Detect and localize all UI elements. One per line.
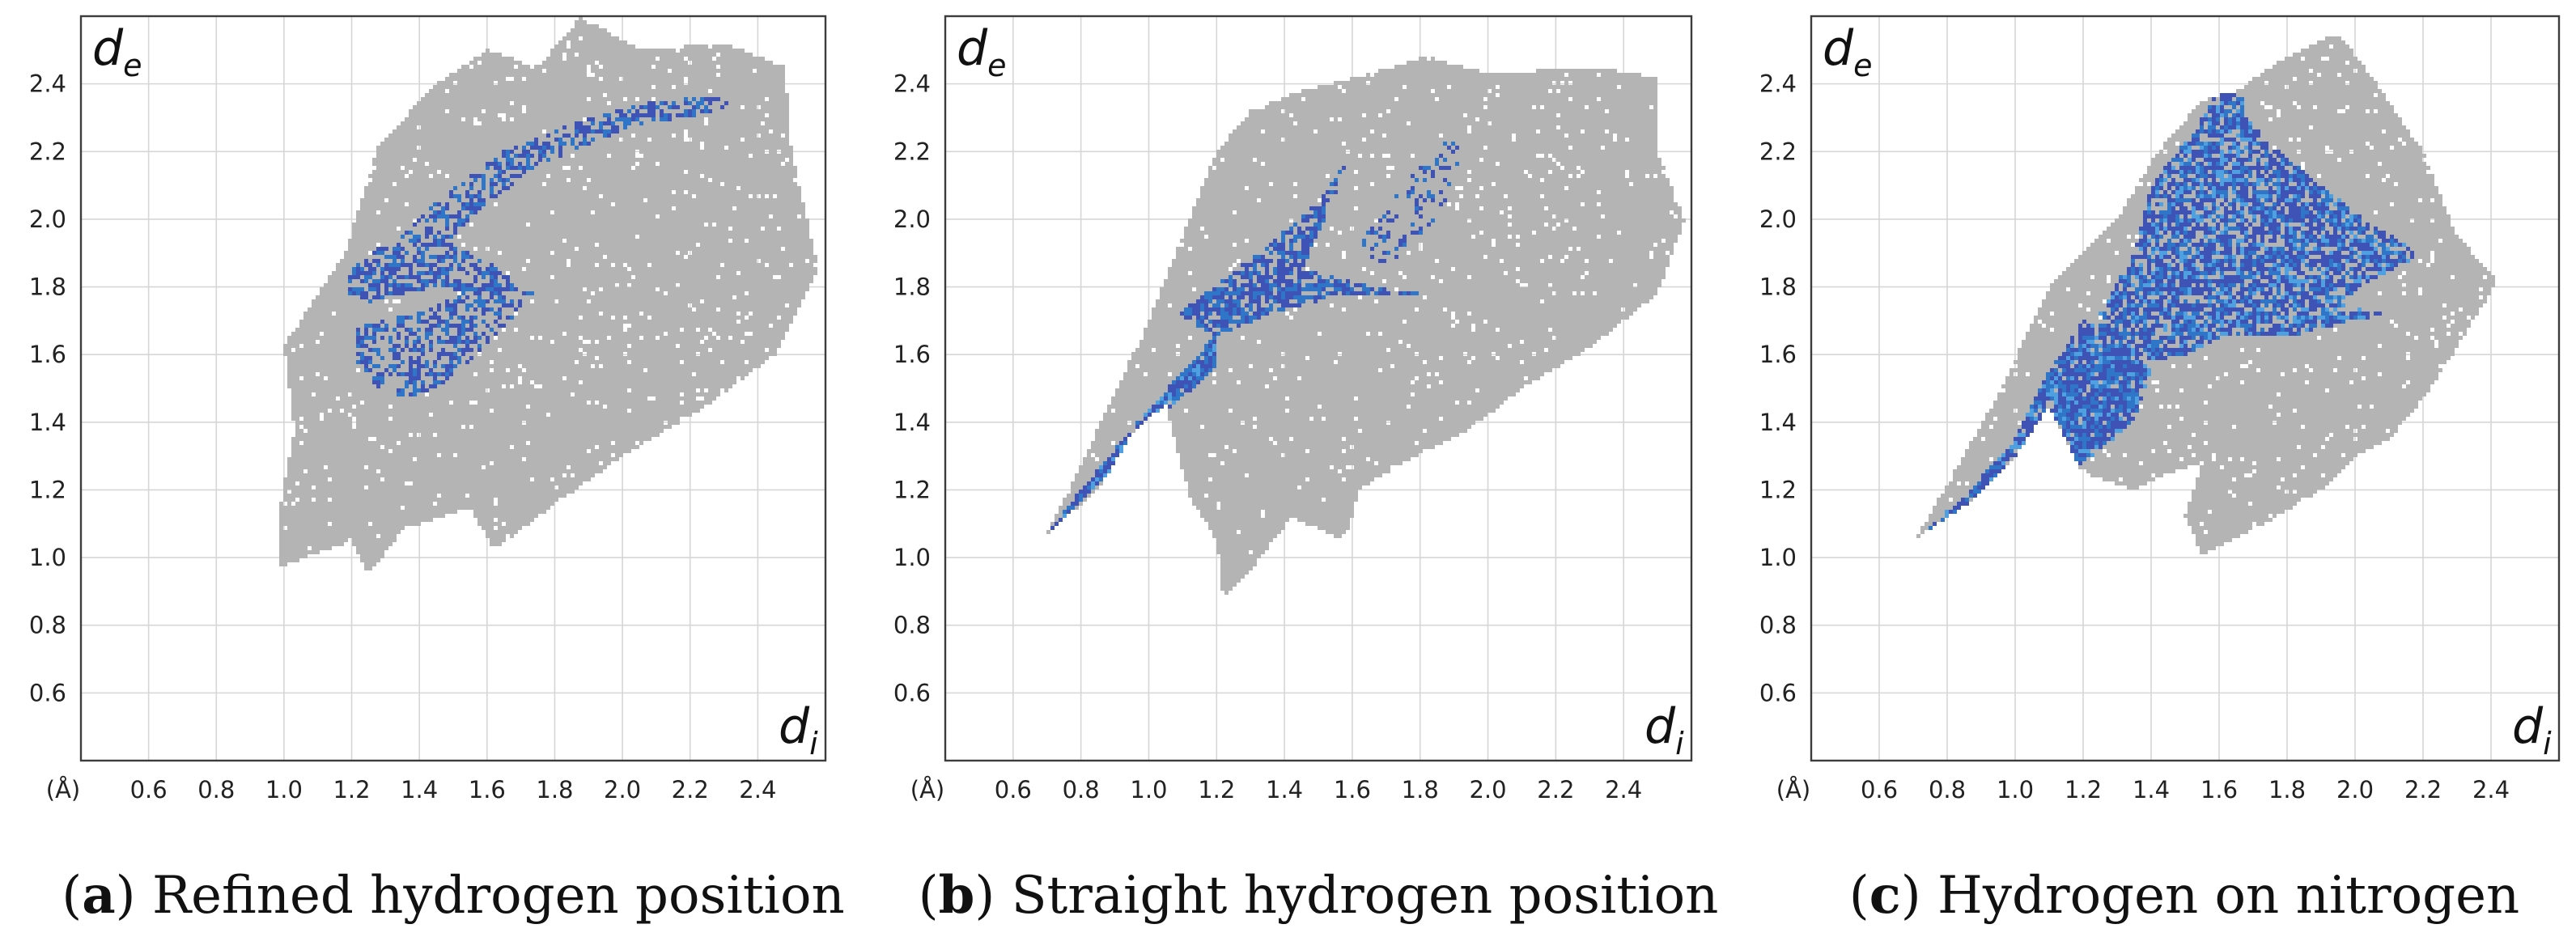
x-axis-label: di [2512,698,2552,761]
unit-label: (Å) [46,776,80,803]
y-tick-label: 1.0 [893,544,931,571]
y-tick-label: 1.2 [1759,476,1797,503]
contact-points [348,97,728,396]
surface-points [279,16,817,570]
x-tick-label: 0.6 [995,776,1032,803]
x-tick-label: 1.8 [536,776,573,803]
x-tick-label: 2.2 [672,776,709,803]
y-tick-label: 1.2 [29,476,66,503]
y-tick-label: 1.6 [29,341,66,368]
x-axis-label: di [779,698,818,761]
x-tick-label: 1.4 [401,776,438,803]
y-tick-label: 1.8 [29,273,66,301]
fingerprint-panel-c: 0.6 0.8 1.0 1.2 1.4 1.6 1.8 2.0 2.2 2.4 0.6 0.8 1.0 1… [1759,15,2561,926]
x-tick-label: 0.8 [197,776,235,803]
y-axis-label: de [1823,20,1872,83]
surface-points [1046,57,1686,595]
x-tick-label: 2.4 [1605,776,1642,803]
panel-caption: (b) Straight hydrogen position [919,865,1719,926]
y-tick-label: 2.0 [893,206,931,233]
x-tick-label: 2.0 [2336,776,2374,803]
x-tick-label: 1.4 [2133,776,2170,803]
y-tick-label: 2.4 [1759,70,1797,98]
x-tick-label: 1.6 [469,776,506,803]
x-tick-label: 2.2 [1537,776,1574,803]
y-tick-label: 1.8 [1759,273,1797,301]
y-tick-label: 1.4 [1759,409,1797,436]
y-tick-label: 2.2 [29,138,66,165]
contact-points [1933,93,2414,526]
x-tick-label: 1.2 [333,776,370,803]
fingerprint-point-cloud [1916,36,2495,554]
x-tick-label: 2.0 [1469,776,1506,803]
x-tick-label: 1.8 [2268,776,2306,803]
plot-frame [1810,15,2561,762]
fingerprint-point-cloud [279,16,817,570]
x-tick-label: 2.0 [604,776,641,803]
x-tick-label: 1.2 [1198,776,1235,803]
y-tick-label: 0.6 [893,679,931,706]
plot-frame [79,15,827,762]
fingerprint-point-cloud [1046,57,1686,595]
x-tick-label: 0.6 [1861,776,1898,803]
x-tick-label: 2.2 [2404,776,2442,803]
contact-points-dense [1929,97,2406,530]
y-tick-label: 0.8 [29,612,66,639]
x-tick-label: 1.2 [2065,776,2102,803]
y-tick-label: 2.2 [1759,138,1797,165]
x-tick-label: 1.0 [265,776,303,803]
x-tick-label: 0.8 [1063,776,1100,803]
y-axis-label: de [957,20,1006,83]
y-tick-label: 0.6 [1759,679,1797,706]
y-tick-label: 1.6 [1759,341,1797,368]
y-tick-label: 1.0 [1759,544,1797,571]
y-tick-label: 1.2 [893,476,931,503]
y-tick-label: 1.4 [893,409,931,436]
x-tick-label: 2.4 [2472,776,2510,803]
y-tick-label: 2.0 [29,206,66,233]
x-tick-label: 0.6 [130,776,168,803]
unit-label: (Å) [1776,776,1810,803]
x-tick-label: 1.0 [1997,776,2034,803]
fingerprint-panel-b: 0.6 0.8 1.0 1.2 1.4 1.6 1.8 2.0 2.2 2.4 0.6 0.8 1.0 1… [893,15,1719,926]
y-tick-label: 2.2 [893,138,931,165]
y-axis-label: de [92,20,142,83]
x-tick-label: 1.4 [1266,776,1303,803]
y-tick-label: 0.8 [1759,612,1797,639]
y-tick-label: 1.0 [29,544,66,571]
x-axis-label: di [1644,698,1684,761]
x-tick-label: 1.6 [2200,776,2238,803]
x-tick-label: 1.8 [1402,776,1439,803]
y-tick-label: 2.4 [893,70,931,98]
x-tick-label: 1.6 [1334,776,1371,803]
y-tick-label: 2.0 [1759,206,1797,233]
y-tick-label: 1.8 [893,273,931,301]
y-tick-label: 2.4 [29,70,66,98]
y-tick-label: 1.4 [29,409,66,436]
x-tick-label: 2.4 [739,776,776,803]
x-tick-label: 1.0 [1130,776,1167,803]
panel-caption: (c) Hydrogen on nitrogen [1849,865,2519,926]
contact-points-dense [348,97,708,396]
panel-caption: (a) Refined hydrogen position [62,865,845,926]
y-tick-label: 0.8 [893,612,931,639]
plot-frame [944,15,1693,762]
y-tick-label: 1.6 [893,341,931,368]
x-tick-label: 0.8 [1929,776,1966,803]
fingerprint-panel-a: 0.6 0.8 1.0 1.2 1.4 1.6 1.8 2.0 2.2 2.4 0.6 0.8 1.0 1… [29,15,845,926]
y-tick-label: 0.6 [29,679,66,706]
unit-label: (Å) [910,776,944,803]
